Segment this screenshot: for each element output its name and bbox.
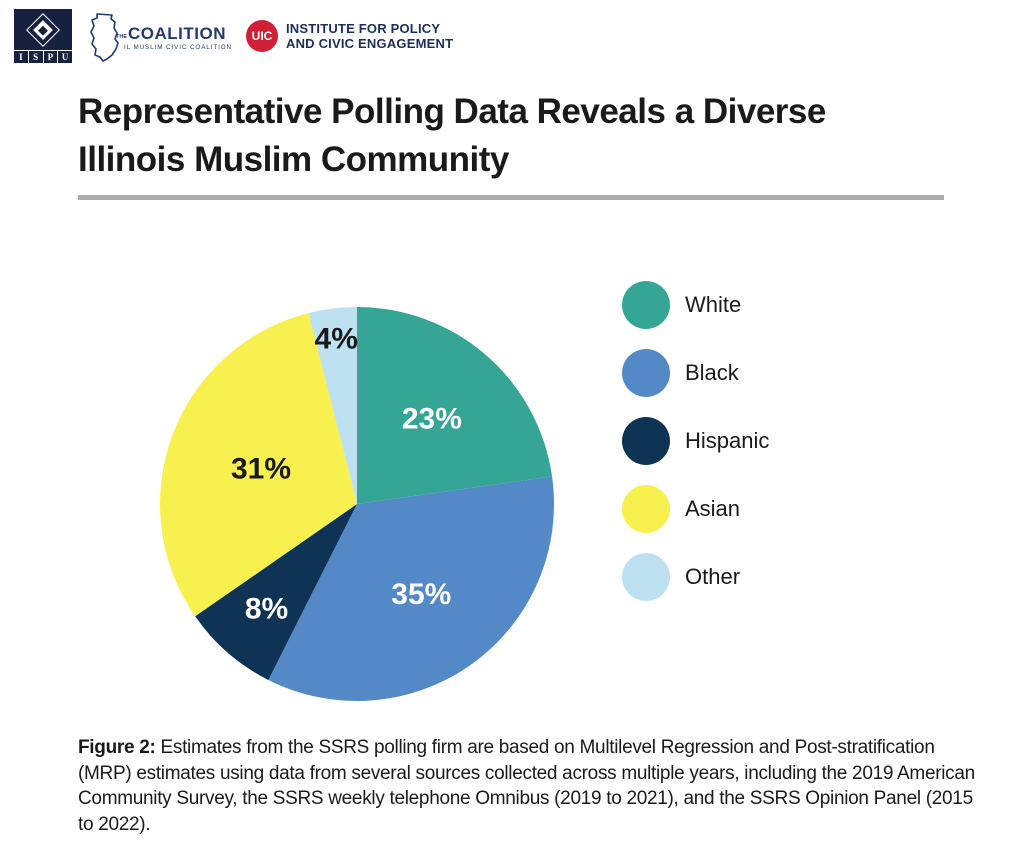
ispu-letter: S xyxy=(27,51,43,63)
pie-label-black: 35% xyxy=(391,578,451,611)
figure-caption: Figure 2: Estimates from the SSRS pollin… xyxy=(78,735,978,837)
pie-label-asian: 31% xyxy=(231,453,291,486)
legend-label-other: Other xyxy=(685,564,741,589)
uic-institute-line1: INSTITUTE FOR POLICY xyxy=(286,21,441,36)
pie-label-hispanic: 8% xyxy=(245,593,288,626)
uic-institute-line2: AND CIVIC ENGAGEMENT xyxy=(286,36,454,51)
chart-legend: White Black Hispanic Asian Other xyxy=(622,281,769,621)
coalition-wordmark: THE COALITION IL MUSLIM CIVIC COALITION xyxy=(116,25,232,51)
ispu-diamond-icon xyxy=(14,9,72,50)
coalition-name-label: COALITION xyxy=(128,24,226,43)
pie-label-other: 4% xyxy=(315,322,358,355)
legend-swatch-hispanic xyxy=(622,417,670,465)
legend-swatch-asian xyxy=(622,485,670,533)
pie-slice-hispanic xyxy=(195,504,357,680)
coalition-subtitle-label: IL MUSLIM CIVIC COALITION xyxy=(124,44,232,51)
legend-item-white: White xyxy=(622,281,769,329)
coalition-logo: THE COALITION IL MUSLIM CIVIC COALITION xyxy=(86,13,232,63)
coalition-the-label: THE xyxy=(116,33,127,40)
uic-circle-badge: UIC xyxy=(246,20,278,52)
figure-caption-prefix: Figure 2: xyxy=(78,737,156,758)
ispu-logo: I S P U xyxy=(14,9,72,63)
pie-slice-black xyxy=(268,476,554,701)
legend-swatch-black xyxy=(622,349,670,397)
logo-bar: I S P U THE COALITION IL MUSLIM CIVIC CO… xyxy=(14,9,453,63)
legend-label-asian: Asian xyxy=(685,496,741,521)
page-title: Representative Polling Data Reveals a Di… xyxy=(78,88,826,184)
ispu-diamond-inner xyxy=(38,24,48,35)
title-divider xyxy=(78,195,944,200)
page-title-line1: Representative Polling Data Reveals a Di… xyxy=(78,92,826,131)
pie-chart: 23% 35% 8% 31% 4% xyxy=(159,307,554,701)
legend-item-black: Black xyxy=(622,349,769,397)
uic-institute-label: INSTITUTE FOR POLICY AND CIVIC ENGAGEMEN… xyxy=(286,21,453,51)
figure-caption-text: Estimates from the SSRS polling firm are… xyxy=(78,737,975,835)
ispu-wordmark: I S P U xyxy=(14,50,72,63)
page-title-line2: Illinois Muslim Community xyxy=(78,140,509,179)
legend-item-other: Other xyxy=(622,553,769,601)
ispu-letter: I xyxy=(19,52,23,62)
legend-swatch-white xyxy=(622,281,670,329)
legend-label-black: Black xyxy=(685,360,739,385)
uic-logo: UIC INSTITUTE FOR POLICY AND CIVIC ENGAG… xyxy=(246,20,453,52)
legend-label-white: White xyxy=(685,292,742,317)
illinois-outline-icon xyxy=(90,13,119,62)
ispu-diamond-mid xyxy=(33,19,53,40)
pie-slice-other xyxy=(308,307,357,504)
pie-slice-asian xyxy=(159,313,357,617)
legend-item-hispanic: Hispanic xyxy=(622,417,769,465)
ispu-letter: P xyxy=(42,51,58,63)
legend-label-hispanic: Hispanic xyxy=(685,428,770,453)
ispu-diamond-outer xyxy=(26,12,60,47)
legend-swatch-other xyxy=(622,553,670,601)
legend-item-asian: Asian xyxy=(622,485,769,533)
pie-label-white: 23% xyxy=(402,402,462,435)
ispu-letter: U xyxy=(57,51,72,63)
pie-slice-white xyxy=(357,307,553,504)
